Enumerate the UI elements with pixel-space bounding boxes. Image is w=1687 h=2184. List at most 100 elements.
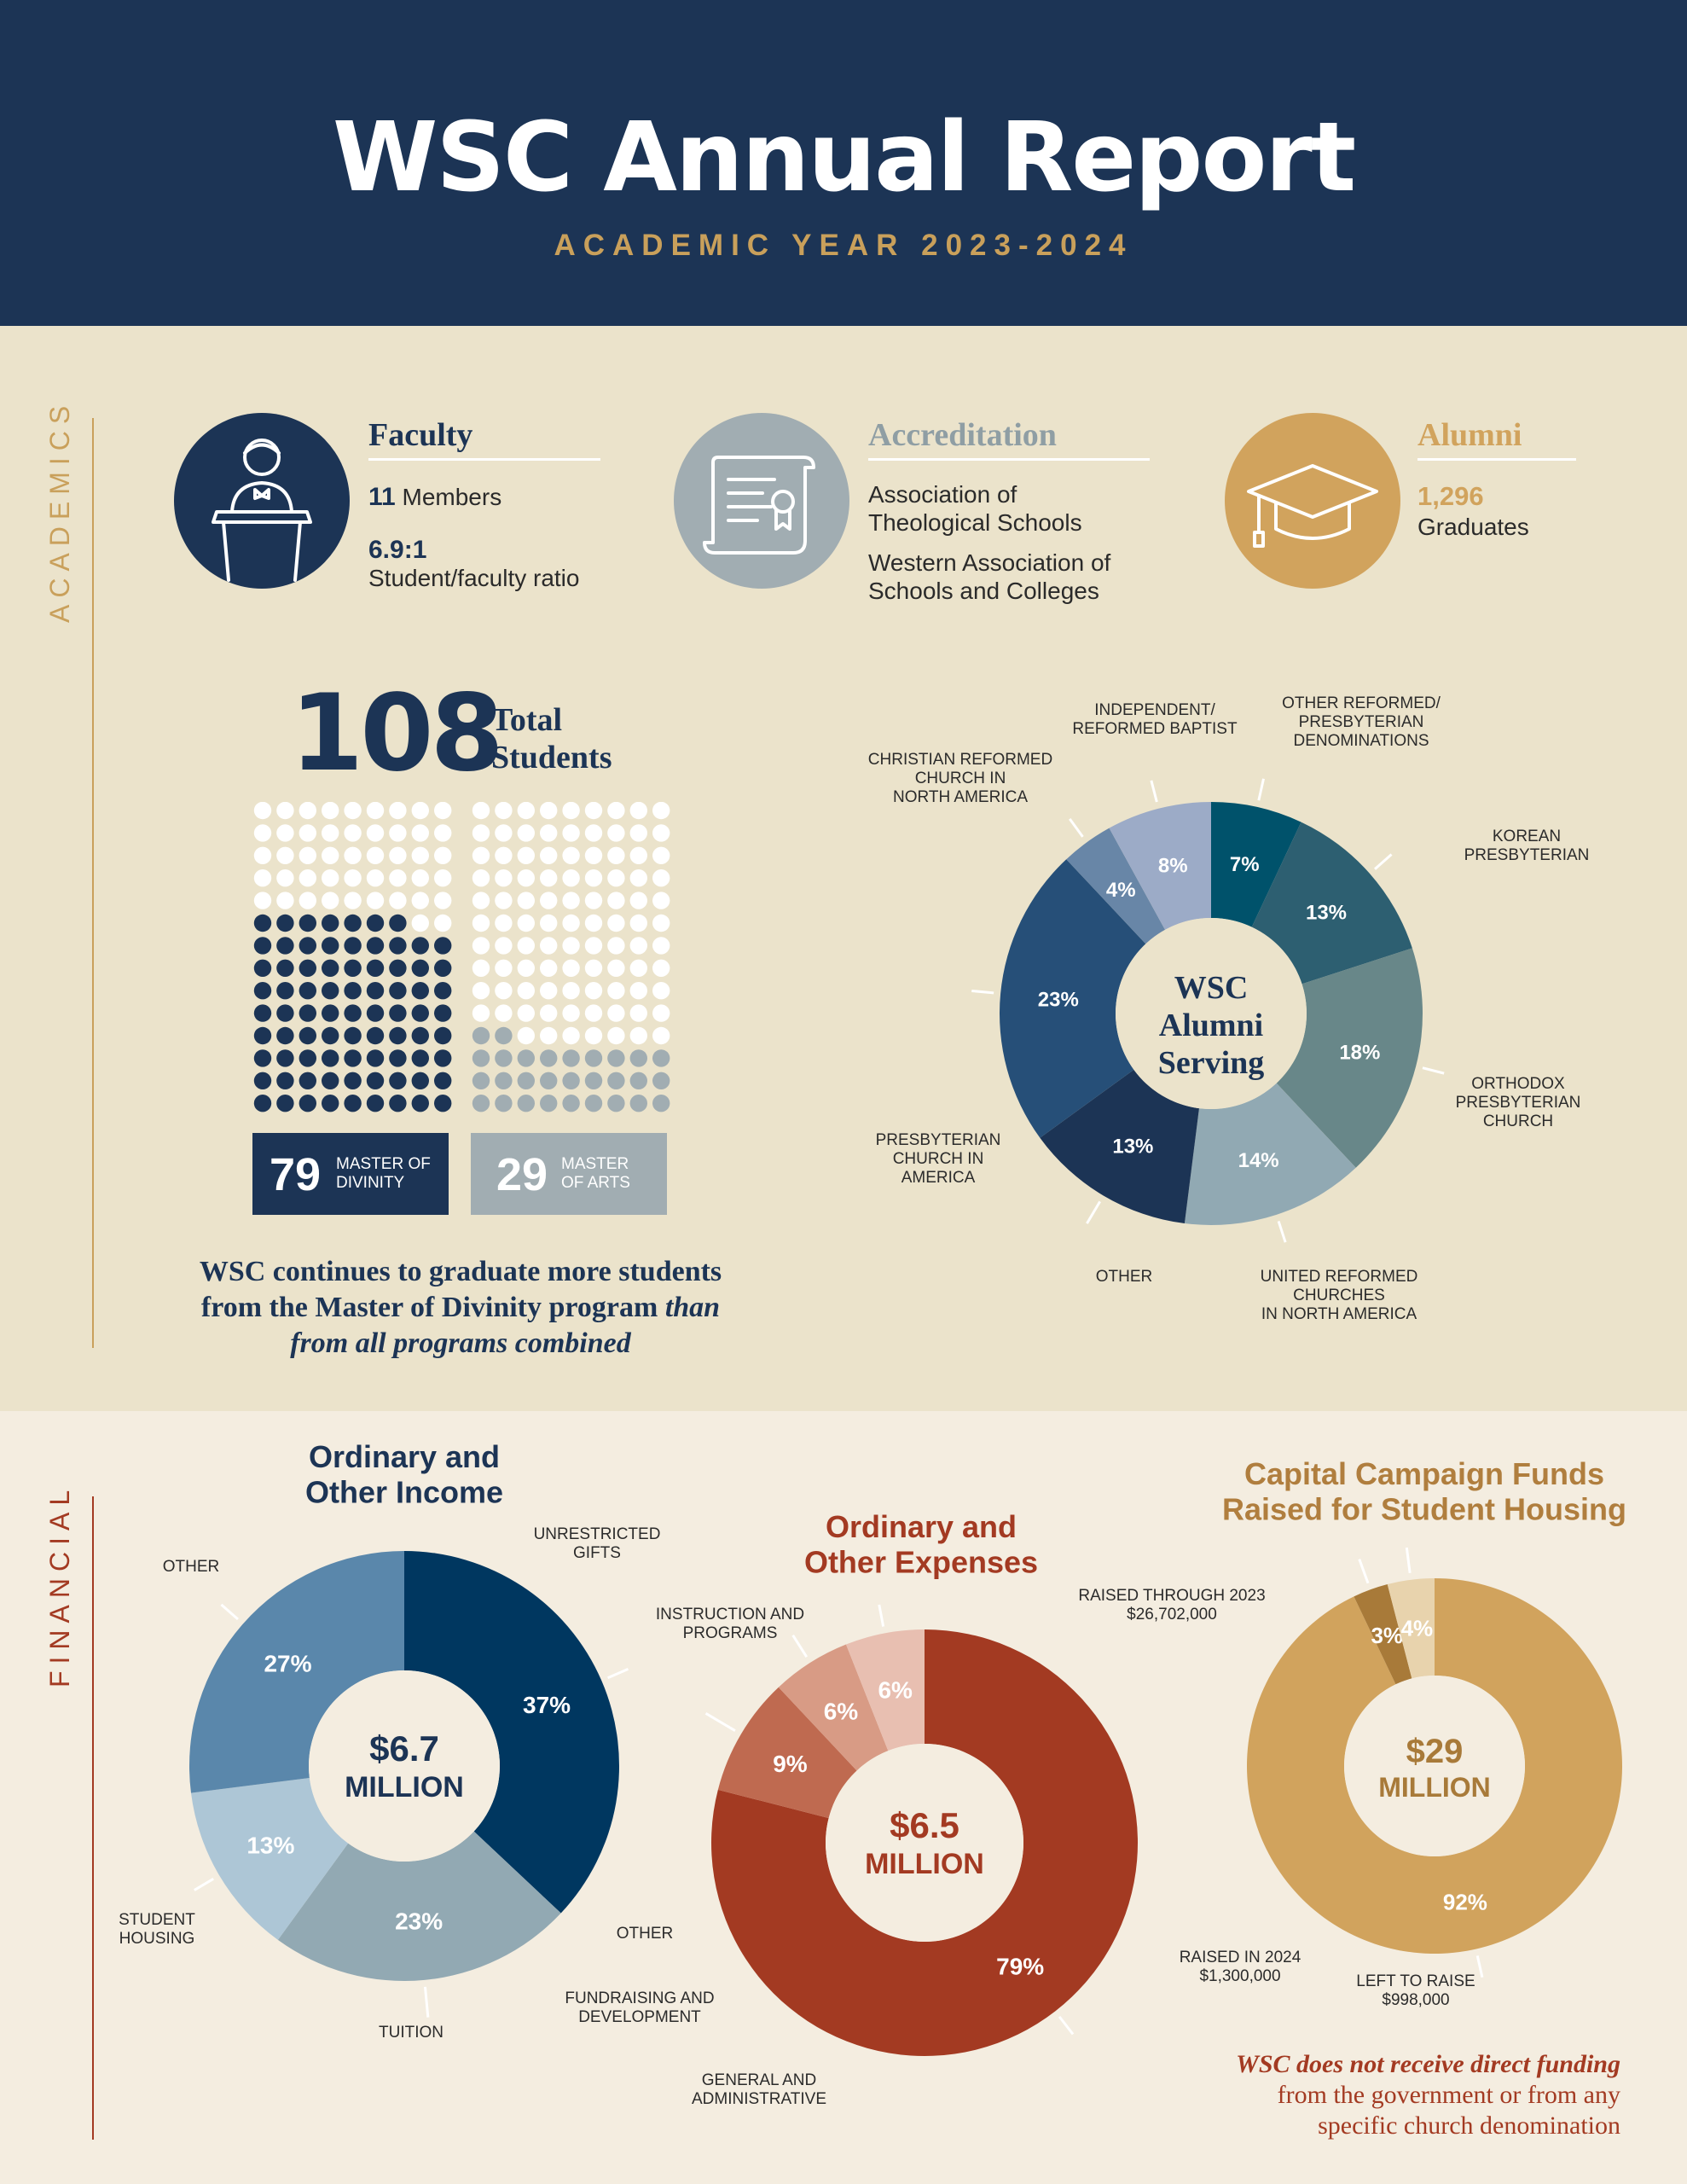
slice-value-label: 23%	[1038, 989, 1079, 1012]
mdiv-student-dot	[276, 982, 294, 1000]
empty-dot	[540, 982, 558, 1000]
empty-dot	[276, 869, 294, 887]
alumni-label: Graduates	[1417, 514, 1529, 540]
empty-dot	[562, 982, 580, 1000]
academics-section-label: ACADEMICS	[44, 398, 75, 623]
empty-dot	[517, 937, 535, 955]
empty-dot	[389, 802, 407, 820]
empty-dot	[344, 892, 362, 909]
empty-dot	[517, 982, 535, 1000]
mdiv-student-dot	[344, 982, 362, 1000]
slice-category-label: RAISED IN 2024 $1,300,000	[1180, 1949, 1301, 1985]
empty-dot	[495, 937, 513, 955]
ma-student-dot	[540, 1049, 558, 1067]
mdiv-student-dot	[276, 1026, 294, 1045]
empty-dot	[629, 846, 647, 864]
empty-dot	[411, 892, 429, 909]
empty-dot	[411, 869, 429, 887]
mdiv-student-dot	[299, 982, 316, 1000]
mdiv-student-dot	[411, 937, 429, 955]
slice-independent-reformed-baptist	[1109, 802, 1211, 930]
mdiv-student-dot	[276, 1049, 294, 1067]
slice-category-label: UNRESTRICTED GIFTS	[534, 1525, 661, 1562]
ma-student-dot	[495, 1049, 513, 1067]
empty-dot	[322, 846, 339, 864]
empty-dot	[411, 914, 429, 932]
mdiv-student-dot	[322, 1049, 339, 1067]
mdiv-student-dot	[299, 1004, 316, 1022]
empty-dot	[584, 959, 603, 977]
empty-dot	[584, 1026, 603, 1045]
mdiv-student-dot	[411, 1004, 429, 1022]
mdiv-student-dot	[322, 959, 339, 977]
mdiv-student-dot	[253, 1095, 272, 1112]
empty-dot	[562, 1004, 580, 1022]
empty-dot	[562, 937, 580, 955]
empty-dot	[299, 824, 316, 842]
mdiv-student-dot	[434, 959, 452, 977]
faculty-title: Faculty	[368, 417, 473, 453]
leader-line	[971, 989, 994, 995]
mdiv-student-dot	[434, 1049, 452, 1067]
ma-student-dot	[607, 1095, 625, 1112]
mdiv-student-dot	[434, 1095, 452, 1112]
empty-dot	[253, 824, 272, 842]
empty-dot	[495, 1004, 513, 1022]
ma-student-dot	[584, 1049, 603, 1067]
mdiv-student-dot	[366, 959, 385, 977]
slice-other	[1040, 1069, 1199, 1224]
empty-dot	[652, 959, 670, 977]
mdiv-student-dot	[253, 959, 272, 977]
empty-dot	[517, 802, 535, 820]
empty-dot	[652, 914, 670, 932]
mdiv-student-dot	[299, 1026, 316, 1045]
slice-general-and-administrative	[717, 1687, 857, 1819]
leader-line	[1069, 817, 1084, 838]
ma-student-dot	[495, 1072, 513, 1089]
empty-dot	[434, 914, 452, 932]
mdiv-student-dot	[344, 937, 362, 955]
empty-dot	[540, 802, 558, 820]
donut-center-label: $29 MILLION	[1378, 1733, 1491, 1803]
financial-divider	[92, 1496, 94, 2140]
slice-student-housing	[190, 1778, 349, 1940]
empty-dot	[607, 982, 625, 1000]
mdiv-student-dot	[389, 1004, 407, 1022]
ma-student-dot	[472, 1095, 490, 1112]
empty-dot	[434, 846, 452, 864]
slice-raised-in-2024-1-300-000	[1387, 1578, 1435, 1679]
chart-title: Ordinary and Other Income	[305, 1439, 503, 1509]
mdiv-student-dot	[299, 959, 316, 977]
academics-divider	[92, 418, 94, 1348]
report-subtitle: ACADEMIC YEAR 2023-2024	[554, 229, 1133, 262]
slice-value-label: 79%	[996, 1954, 1044, 1980]
slice-christian-reformed-church-in-north-america	[1066, 828, 1166, 944]
empty-dot	[517, 1026, 535, 1045]
mdiv-student-dot	[389, 1049, 407, 1067]
mdiv-student-dot	[366, 1072, 385, 1089]
leader-line	[607, 1668, 629, 1680]
empty-dot	[495, 824, 513, 842]
mdiv-student-dot	[299, 937, 316, 955]
empty-dot	[652, 824, 670, 842]
slice-left-to-raise-998-000	[1354, 1584, 1412, 1685]
mdiv-student-dot	[299, 1049, 316, 1067]
mdiv-student-dot	[411, 1026, 429, 1045]
leader-line	[878, 1604, 885, 1627]
mdiv-student-dot	[389, 1072, 407, 1089]
empty-dot	[344, 824, 362, 842]
empty-dot	[472, 846, 490, 864]
empty-dot	[389, 846, 407, 864]
slice-value-label: 8%	[1158, 854, 1188, 877]
empty-dot	[629, 1004, 647, 1022]
mdiv-student-dot	[389, 1026, 407, 1045]
empty-dot	[495, 892, 513, 909]
empty-dot	[322, 869, 339, 887]
mdiv-count: 79	[270, 1149, 322, 1200]
diploma-scroll-icon	[674, 413, 849, 589]
slice-value-label: 37%	[523, 1692, 571, 1718]
slice-other	[189, 1551, 404, 1793]
empty-dot	[540, 914, 558, 932]
slice-category-label: FUNDRAISING AND DEVELOPMENT	[565, 1989, 714, 2026]
slice-category-label: CHRISTIAN REFORMED CHURCH IN NORTH AMERICA	[868, 751, 1052, 806]
